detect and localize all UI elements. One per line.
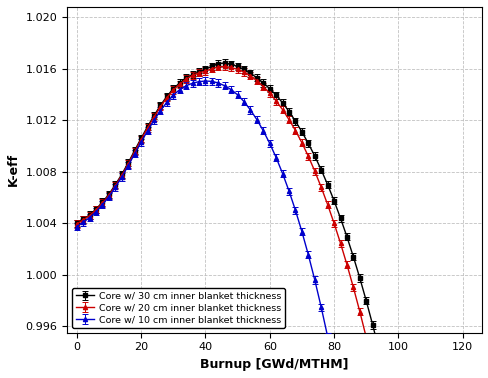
X-axis label: Burnup [GWd/MTHM]: Burnup [GWd/MTHM] xyxy=(200,358,348,371)
Y-axis label: K-eff: K-eff xyxy=(7,153,20,186)
Legend: Core w/ 30 cm inner blanket thickness, Core w/ 20 cm inner blanket thickness, Co: Core w/ 30 cm inner blanket thickness, C… xyxy=(72,288,285,328)
